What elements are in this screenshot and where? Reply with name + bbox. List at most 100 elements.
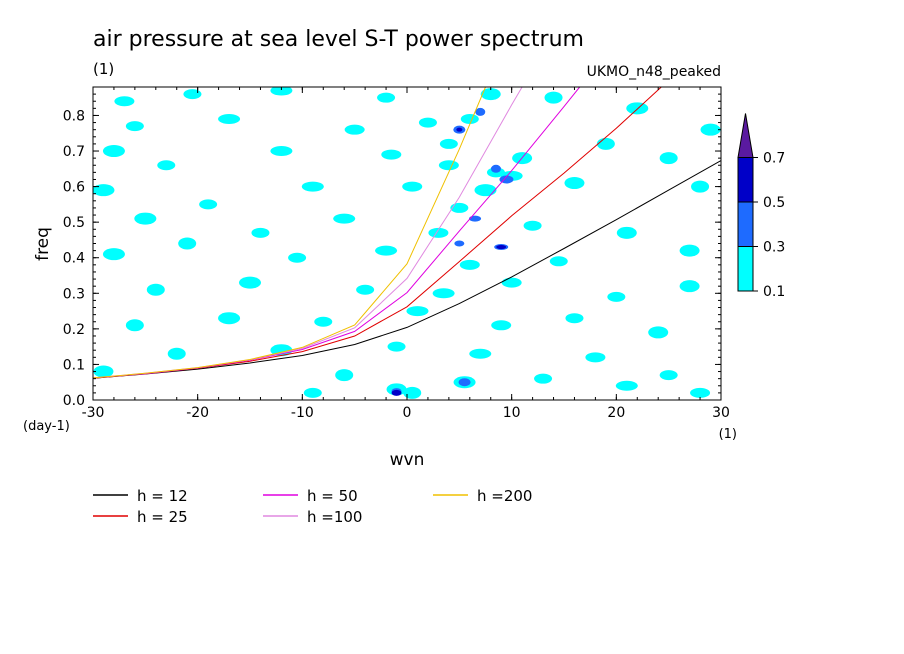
legend-label: h = 25 bbox=[137, 508, 188, 526]
contour-blob-level-1 bbox=[344, 124, 365, 135]
dispersion-curves bbox=[93, 87, 721, 379]
contour-blob-level-1 bbox=[356, 284, 375, 295]
y-tick-label: 0.7 bbox=[63, 144, 85, 160]
contour-blob-level-2 bbox=[458, 378, 471, 387]
contour-blob-level-1 bbox=[691, 180, 710, 193]
contour-blob-level-1 bbox=[480, 88, 501, 101]
contour-blob-level-1 bbox=[251, 227, 270, 238]
contour-blob-level-1 bbox=[491, 320, 512, 331]
contour-blob-level-1 bbox=[377, 92, 396, 103]
y-tick-label: 0.4 bbox=[63, 251, 85, 267]
contour-blob-level-1 bbox=[659, 152, 678, 165]
legend-label: h = 50 bbox=[307, 487, 358, 505]
contour-blob-level-1 bbox=[565, 313, 584, 324]
contour-blob-level-1 bbox=[406, 306, 429, 317]
colorbar-segment bbox=[737, 246, 754, 292]
contour-blob-level-1 bbox=[102, 248, 125, 261]
contour-blob-level-3 bbox=[391, 389, 402, 396]
colorbar-segment bbox=[737, 201, 754, 247]
colorbar: 0.1 0.3 0.5 0.7 bbox=[737, 113, 785, 300]
contour-blob-level-1 bbox=[134, 212, 157, 225]
contour-blob-level-1 bbox=[459, 259, 480, 270]
y-axis-unit: (day-1) bbox=[23, 419, 70, 434]
contour-blob-level-2 bbox=[475, 107, 486, 116]
contour-blob-level-1 bbox=[439, 138, 458, 149]
contour-blob-level-1 bbox=[146, 283, 165, 296]
contour-blob-level-1 bbox=[178, 237, 197, 250]
contour-blob-level-1 bbox=[218, 312, 241, 325]
y-tick-label: 0.0 bbox=[63, 393, 85, 409]
series-line-5 bbox=[93, 87, 486, 379]
contour-blob-level-1 bbox=[615, 380, 638, 391]
contour-blob-level-2 bbox=[490, 164, 501, 173]
contour-blob-level-1 bbox=[460, 114, 479, 125]
contour-blob-level-3 bbox=[456, 127, 463, 132]
contour-blob-level-1 bbox=[438, 160, 459, 171]
legend: h = 12 h = 25 h = 50 h =100 h =200 bbox=[93, 487, 532, 526]
contour-blob-level-1 bbox=[469, 348, 492, 359]
contour-blob-level-1 bbox=[474, 184, 497, 197]
x-tick-label: -30 bbox=[82, 405, 105, 421]
contour-blob-level-1 bbox=[183, 89, 202, 100]
plot-background bbox=[93, 87, 721, 400]
contour-blob-level-1 bbox=[199, 199, 218, 210]
contour-blob-level-1 bbox=[381, 149, 402, 160]
contour-blob-level-1 bbox=[450, 202, 469, 213]
contour-blob-level-1 bbox=[288, 252, 307, 263]
contour-blob-level-1 bbox=[93, 184, 115, 197]
contour-blob-level-1 bbox=[403, 386, 422, 399]
axis-ticks: -30 -20 -10 0 10 20 30 0.0 0.1 0.2 0.3 0.4 0.5 0.6 0.7… bbox=[63, 87, 730, 421]
contour-blob-level-1 bbox=[523, 220, 542, 231]
contour-blob-level-1 bbox=[167, 347, 186, 360]
y-tick-label: 0.2 bbox=[63, 322, 85, 338]
x-axis-unit: (1) bbox=[719, 427, 737, 442]
contour-blob-level-1 bbox=[114, 96, 135, 107]
contour-blob-level-2 bbox=[454, 240, 465, 247]
contour-blob-level-1 bbox=[375, 245, 398, 256]
contour-blob-level-1 bbox=[700, 123, 721, 136]
contour-fills bbox=[93, 87, 721, 399]
contour-blob-level-1 bbox=[616, 226, 637, 239]
contour-blob-level-1 bbox=[239, 276, 261, 289]
contour-blob-level-1 bbox=[387, 341, 406, 352]
contour-blob-level-1 bbox=[648, 326, 669, 339]
chart-title: air pressure at sea level S-T power spec… bbox=[93, 27, 584, 52]
series-line-1 bbox=[93, 160, 721, 379]
plot-area: -30 -20 -10 0 10 20 30 0.0 0.1 0.2 0.3 0.4 0.5 0.6 0.7… bbox=[63, 86, 730, 421]
x-axis-label: wvn bbox=[390, 450, 425, 470]
y-tick-label: 0.3 bbox=[63, 286, 85, 302]
contour-blob-level-1 bbox=[125, 121, 144, 132]
contour-blob-level-1 bbox=[102, 145, 125, 158]
contour-blob-level-1 bbox=[402, 181, 423, 192]
contour-blob-level-1 bbox=[690, 387, 711, 398]
y-tick-label: 0.1 bbox=[63, 357, 85, 373]
contour-blob-level-1 bbox=[659, 370, 678, 381]
colorbar-label: 0.1 bbox=[763, 284, 785, 300]
contour-blob-level-1 bbox=[157, 160, 176, 171]
contour-blob-level-1 bbox=[544, 91, 563, 104]
contour-blob-level-1 bbox=[596, 137, 615, 150]
x-tick-label: -20 bbox=[186, 405, 209, 421]
contour-blob-level-2 bbox=[469, 215, 482, 222]
contour-blob-level-1 bbox=[333, 213, 356, 224]
chart-subtitle-right: UKMO_n48_peaked bbox=[587, 64, 721, 80]
contour-blob-level-1 bbox=[501, 277, 522, 288]
contour-blob-level-1 bbox=[564, 177, 585, 190]
legend-label: h =100 bbox=[307, 508, 362, 526]
y-tick-label: 0.6 bbox=[63, 180, 85, 196]
x-tick-label: 10 bbox=[503, 405, 521, 421]
x-tick-label: 0 bbox=[403, 405, 412, 421]
contour-blob-level-1 bbox=[549, 256, 568, 267]
contour-blob-level-1 bbox=[679, 244, 700, 257]
contour-blob-level-1 bbox=[93, 365, 114, 378]
contour-blob-level-1 bbox=[607, 291, 626, 302]
legend-label: h = 12 bbox=[137, 487, 188, 505]
colorbar-label: 0.5 bbox=[763, 195, 785, 211]
x-tick-label: 20 bbox=[607, 405, 625, 421]
contour-blob-level-1 bbox=[585, 352, 606, 363]
contour-blob-level-1 bbox=[679, 280, 700, 293]
y-tick-label: 0.5 bbox=[63, 215, 85, 231]
contour-blob-level-1 bbox=[314, 316, 333, 327]
colorbar-arrow bbox=[737, 113, 754, 158]
